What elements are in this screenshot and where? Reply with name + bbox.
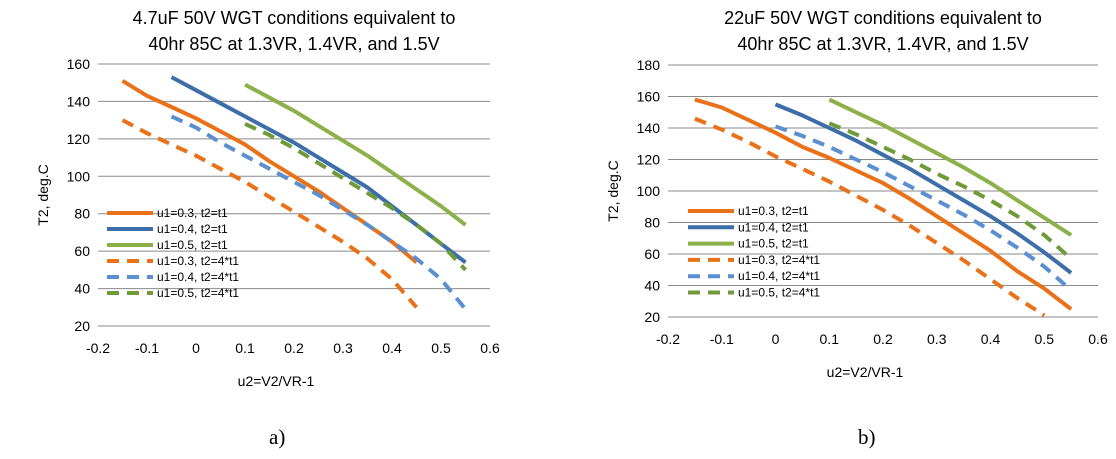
series-line (774, 102, 1073, 275)
y-tick-label: 140 (67, 93, 91, 109)
legend: u1=0.3, t2=t1 u1=0.4, t2=t1 u1=0.5, t2=t1 u… (688, 204, 820, 300)
series-line (694, 97, 1073, 311)
legend-label: u1=0.4, t2=t1 (157, 222, 228, 236)
series-line (170, 114, 468, 311)
legend-label: u1=0.3, t2=4*t1 (738, 253, 820, 267)
series-line (244, 122, 467, 272)
legend-label: u1=0.5, t2=4*t1 (738, 286, 820, 300)
series-line (121, 118, 419, 309)
legend-label: u1=0.4, t2=t1 (738, 220, 809, 234)
legend: u1=0.3, t2=t1 u1=0.4, t2=t1 u1=0.5, t2=t1 u… (107, 206, 239, 300)
x-tick-label: -0.1 (135, 340, 159, 356)
y-tick-label: 60 (644, 246, 660, 262)
x-tick-label: 0.6 (1088, 331, 1108, 347)
y-tick-label: 180 (637, 57, 661, 73)
x-axis-label: u2=V2/VR-1 (238, 373, 315, 389)
series-line (694, 116, 1046, 318)
x-tick-label: 0.4 (981, 331, 1001, 347)
y-tick-label: 80 (74, 206, 90, 222)
legend-label: u1=0.3, t2=4*t1 (157, 254, 239, 268)
series-line (828, 121, 1073, 261)
series-line (774, 124, 1073, 292)
y-tick-label: 160 (67, 56, 91, 72)
chart-title-line: 22uF 50V WGT conditions equivalent to (724, 8, 1042, 28)
y-tick-label: 100 (67, 168, 91, 184)
legend-label: u1=0.5, t2=4*t1 (157, 286, 239, 300)
x-tick-label: -0.1 (710, 331, 734, 347)
y-axis-label: T2, deg.C (35, 164, 51, 225)
chart-title-line: 40hr 85C at 1.3VR, 1.4VR, and 1.5V (148, 34, 439, 54)
series-line (828, 97, 1073, 237)
series-line (170, 75, 467, 264)
legend-label: u1=0.3, t2=t1 (157, 206, 228, 220)
figure-caption: a) (269, 425, 285, 449)
x-tick-label: 0.4 (382, 340, 402, 356)
chart-2: 22uF 50V WGT conditions equivalent to 40h… (605, 8, 1108, 449)
chart-1: 4.7uF 50V WGT conditions equivalent to 40… (35, 8, 500, 449)
legend-label: u1=0.5, t2=t1 (738, 237, 809, 251)
y-tick-label: 20 (74, 318, 90, 334)
y-tick-label: 120 (67, 131, 91, 147)
y-tick-label: 100 (637, 183, 661, 199)
x-tick-label: -0.2 (656, 331, 680, 347)
y-tick-label: 160 (637, 89, 661, 105)
chart-title-line: 40hr 85C at 1.3VR, 1.4VR, and 1.5V (737, 34, 1028, 54)
legend-label: u1=0.3, t2=t1 (738, 204, 809, 218)
x-tick-label: -0.2 (86, 340, 110, 356)
x-tick-label: 0.1 (820, 331, 840, 347)
y-tick-label: 140 (637, 120, 661, 136)
x-tick-label: 0 (772, 331, 780, 347)
x-tick-label: 0.2 (284, 340, 304, 356)
x-tick-label: 0.5 (1035, 331, 1055, 347)
x-tick-label: 0.3 (333, 340, 353, 356)
y-tick-label: 60 (74, 243, 90, 259)
y-axis-label: T2, deg.C (605, 160, 621, 221)
x-tick-label: 0.2 (873, 331, 893, 347)
x-tick-label: 0.1 (235, 340, 255, 356)
y-tick-label: 40 (74, 281, 90, 297)
x-axis-label: u2=V2/VR-1 (827, 364, 904, 380)
x-tick-label: 0.3 (927, 331, 947, 347)
y-tick-label: 80 (644, 215, 660, 231)
y-tick-label: 120 (637, 152, 661, 168)
legend-label: u1=0.5, t2=t1 (157, 238, 228, 252)
x-tick-label: 0.6 (480, 340, 500, 356)
legend-label: u1=0.4, t2=4*t1 (738, 269, 820, 283)
figure-caption: b) (858, 425, 876, 449)
legend-label: u1=0.4, t2=4*t1 (157, 270, 239, 284)
x-tick-label: 0.5 (431, 340, 451, 356)
x-tick-label: 0 (192, 340, 200, 356)
y-tick-label: 40 (644, 278, 660, 294)
chart-title-line: 4.7uF 50V WGT conditions equivalent to (133, 8, 456, 28)
series-line (244, 82, 467, 227)
y-tick-label: 20 (644, 309, 660, 325)
